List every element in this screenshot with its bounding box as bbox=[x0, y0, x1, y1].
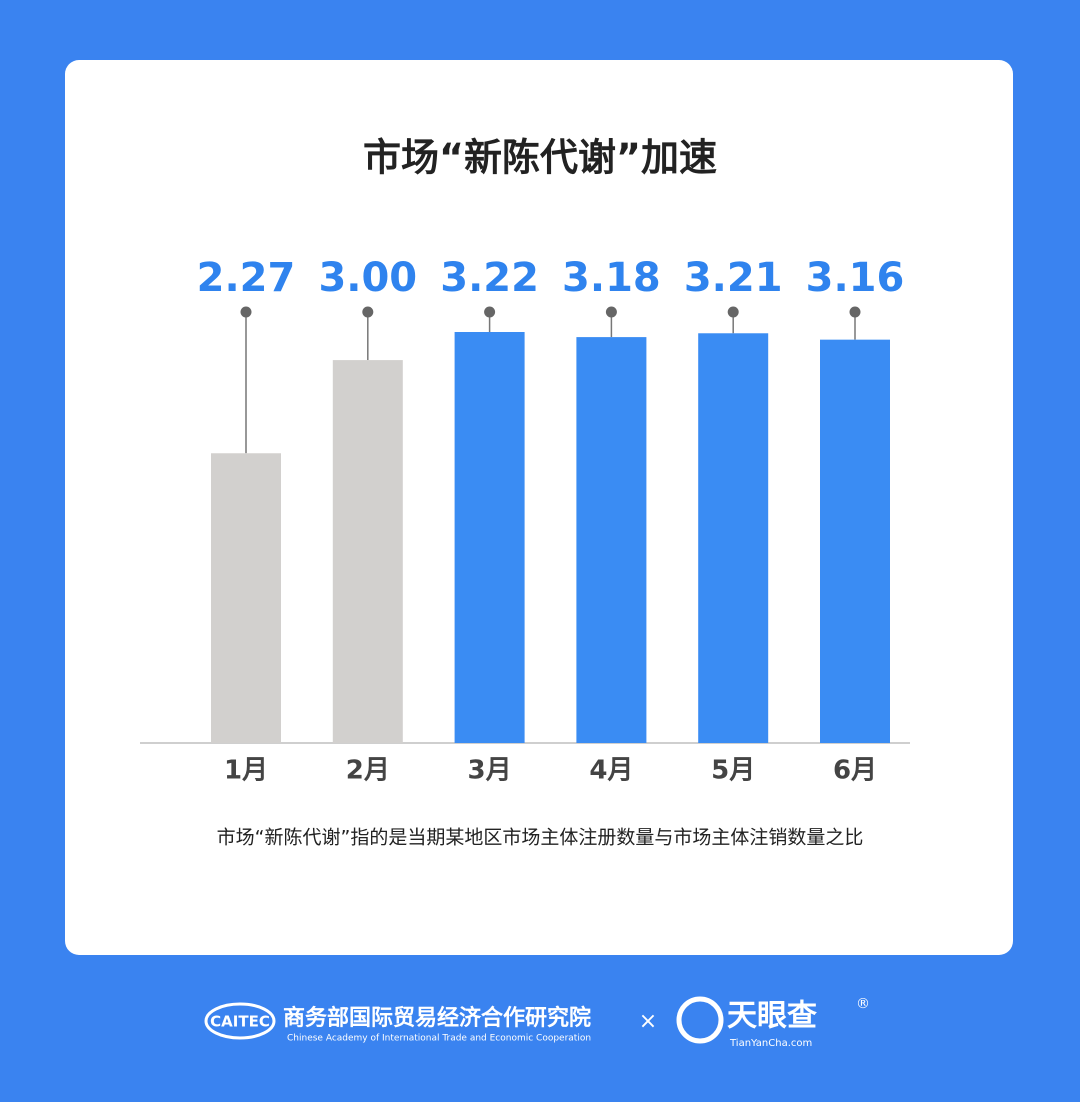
stem-dot bbox=[240, 306, 252, 318]
x-tick-label: 1月 bbox=[224, 756, 268, 786]
bar bbox=[820, 339, 890, 743]
bar bbox=[454, 332, 525, 743]
value-label: 3.18 bbox=[562, 255, 661, 301]
value-label: 2.27 bbox=[197, 255, 296, 301]
stem-dot bbox=[727, 306, 739, 318]
logo-mark: CAITEC bbox=[210, 1013, 270, 1031]
x-tick-label: 3月 bbox=[468, 756, 512, 786]
logo2-reg: ® bbox=[856, 996, 870, 1012]
bar bbox=[576, 337, 647, 743]
x-tick-label: 4月 bbox=[589, 756, 633, 786]
x-tick-label: 2月 bbox=[346, 756, 390, 786]
logo2-icon bbox=[676, 996, 724, 1044]
bar bbox=[211, 453, 281, 743]
logo-english: Chinese Academy of International Trade a… bbox=[287, 1034, 591, 1044]
stem-dot bbox=[605, 306, 617, 318]
value-label: 3.00 bbox=[318, 255, 417, 301]
value-label: 3.21 bbox=[684, 255, 783, 301]
footer: CAITEC 商务部国际贸易经济合作研究院 Chinese Academy of… bbox=[204, 996, 870, 1049]
stem-dot bbox=[484, 306, 496, 318]
logo-name: 商务部国际贸易经济合作研究院 bbox=[283, 1005, 591, 1031]
card bbox=[65, 60, 1013, 955]
footnote: 市场“新陈代谢”指的是当期某地区市场主体注册数量与市场主体注销数量之比 bbox=[217, 827, 864, 849]
logo2-name: 天眼查 bbox=[727, 999, 817, 1034]
value-label: 3.22 bbox=[440, 255, 539, 301]
stem-dot bbox=[849, 306, 861, 318]
bar bbox=[698, 333, 769, 743]
logo2-url: TianYanCha.com bbox=[729, 1038, 812, 1049]
bar bbox=[332, 360, 403, 743]
x-tick-label: 6月 bbox=[833, 756, 877, 786]
x-tick-label: 5月 bbox=[711, 756, 755, 786]
separator: × bbox=[639, 1009, 657, 1034]
logo-ring bbox=[204, 1002, 276, 1040]
value-label: 3.16 bbox=[806, 255, 905, 301]
stem-dot bbox=[362, 306, 374, 318]
chart-title: 市场“新陈代谢”加速 bbox=[363, 136, 717, 180]
